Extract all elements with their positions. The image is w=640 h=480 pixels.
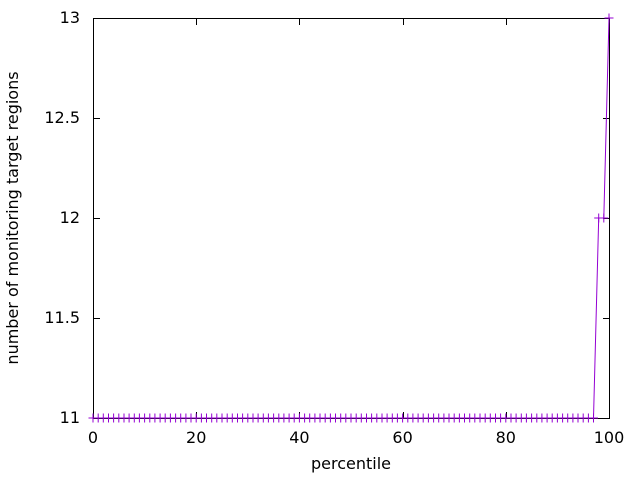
y-tick-label: 12.5 (44, 108, 80, 127)
data-series-line (93, 17, 610, 419)
x-tick-label: 100 (593, 428, 625, 447)
y-tick-label: 12 (59, 208, 80, 227)
y-tick-label: 11 (59, 408, 80, 427)
plot-border (93, 18, 610, 419)
x-tick-label: 80 (495, 428, 516, 447)
x-tick-label: 20 (186, 428, 207, 447)
x-tick-label: 0 (87, 428, 99, 447)
y-axis-title: number of monitoring target regions (3, 71, 22, 365)
x-tick-label: 60 (392, 428, 413, 447)
y-tick-label: 13 (59, 8, 80, 27)
x-tick-label: 40 (289, 428, 310, 447)
y-tick-label: 11.5 (44, 308, 80, 327)
data-point-markers (88, 13, 614, 423)
x-axis-title: percentile (310, 454, 392, 473)
